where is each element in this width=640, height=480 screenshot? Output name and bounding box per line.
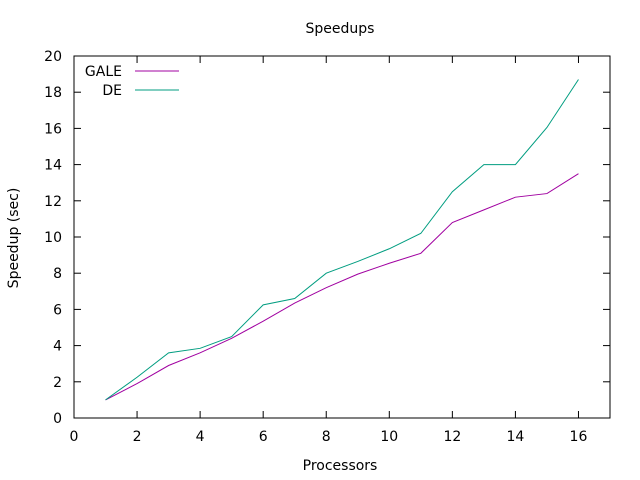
x-tick-label: 16 (570, 429, 588, 445)
y-tick-label: 12 (44, 194, 62, 210)
y-tick-label: 0 (53, 411, 62, 427)
y-tick-label: 8 (53, 266, 62, 282)
x-tick-label: 4 (196, 429, 205, 445)
x-tick-label: 2 (133, 429, 142, 445)
series-layer (105, 79, 579, 401)
x-tick-label: 6 (259, 429, 268, 445)
legend: GALE DE (85, 64, 179, 99)
y-axis-title: Speedup (sec) (6, 188, 22, 289)
series-line-de (105, 79, 579, 401)
x-axis: 0 2 4 6 8 10 12 14 16 (70, 56, 588, 445)
x-tick-label: 12 (443, 429, 461, 445)
y-tick-label: 10 (44, 230, 62, 246)
y-tick-label: 18 (44, 85, 62, 101)
y-tick-label: 4 (53, 339, 62, 355)
y-tick-label: 2 (53, 375, 62, 391)
x-tick-label: 8 (322, 429, 331, 445)
legend-label-gale: GALE (85, 64, 122, 80)
x-tick-label: 14 (506, 429, 524, 445)
y-tick-label: 20 (44, 49, 62, 65)
x-tick-label: 10 (380, 429, 398, 445)
legend-label-de: DE (102, 83, 122, 99)
y-tick-label: 16 (44, 121, 62, 137)
x-tick-label: 0 (70, 429, 79, 445)
y-axis: 0 2 4 6 8 10 12 14 16 18 20 (44, 49, 610, 427)
y-tick-label: 6 (53, 302, 62, 318)
chart-title: Speedups (306, 21, 375, 37)
y-tick-label: 14 (44, 158, 62, 174)
x-axis-title: Processors (303, 458, 378, 474)
series-line-gale (105, 173, 579, 401)
